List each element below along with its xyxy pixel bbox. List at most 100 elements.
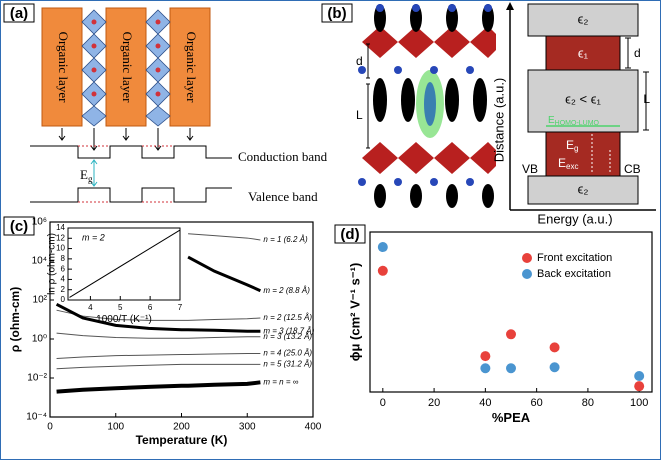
x-tick-label: 400	[305, 422, 322, 433]
eps-label: ϵ₂ < ϵ₁	[565, 91, 601, 106]
point	[506, 329, 516, 340]
y-tick-label: 4	[61, 275, 66, 284]
point	[377, 242, 388, 253]
legend-label: Front excitation	[537, 252, 612, 264]
point	[480, 363, 491, 374]
vb-label: VB	[522, 162, 538, 176]
organic-layer-label: Organic layer	[56, 32, 71, 104]
y-tick-label: 10⁴	[32, 256, 47, 267]
line-series	[56, 309, 261, 321]
gap-subscript: g	[574, 144, 578, 153]
conduction-band	[30, 145, 232, 159]
series-label: m = 3 (18.7 Å)	[263, 326, 314, 335]
organic-layer	[105, 7, 147, 127]
chart: (d) 0 20 40 60 80 100 %PEA ϕμ (cm² V⁻¹ s⁻¹) Front…	[334, 224, 653, 425]
eps-label: ϵ₂	[578, 181, 589, 196]
panel-label: (c)	[10, 218, 28, 235]
y-tick-label: 2	[61, 285, 66, 294]
x-tick-label: 0	[380, 397, 386, 409]
line-series	[56, 353, 261, 359]
line-series	[56, 363, 261, 370]
crystal-structure	[358, 4, 496, 208]
x-tick-label: 6	[148, 303, 153, 312]
y-axis-label: ρ (ohm-cm)	[8, 287, 22, 352]
series-label: n = 3 (13.2 Å)	[263, 332, 312, 341]
well-region	[545, 35, 621, 71]
y-tick-label: 10⁻²	[27, 373, 47, 384]
y-tick-label: 10⁶	[32, 217, 47, 228]
dimension-marks	[625, 37, 649, 131]
barrier-l: L	[643, 92, 650, 106]
y-tick-label: 6	[61, 264, 66, 273]
line-series	[56, 332, 261, 339]
x-axis-label: 1000/T (K⁻¹)	[96, 314, 152, 325]
y-tick-label: 8	[61, 254, 66, 263]
well-d: d	[634, 46, 641, 60]
x-tick-label: 200	[173, 422, 190, 433]
eps-label: ϵ₁	[578, 45, 589, 60]
series-label: n = 5 (31.2 Å)	[263, 359, 312, 368]
point	[549, 362, 560, 373]
point	[634, 371, 645, 381]
gap-label: Eg	[80, 167, 93, 184]
point	[549, 342, 560, 353]
cb-label: CB	[624, 162, 641, 176]
line-series	[56, 380, 261, 394]
y-axis-label: ln ρ (ohm-cm)	[47, 233, 58, 295]
homo-lumo-subscript: HOMO-LUMO	[555, 120, 600, 127]
y-tick-label: 12	[56, 233, 65, 242]
legend-marker	[522, 269, 532, 279]
gap-symbol: E	[566, 138, 574, 152]
gap-label: Eg	[566, 138, 578, 153]
eps-label: ϵ₂	[578, 11, 589, 26]
y-tick-label: 10	[56, 244, 65, 253]
annotation: m = 2	[82, 232, 105, 242]
x-tick-label: 7	[178, 303, 183, 312]
x-tick-label: 4	[88, 303, 93, 312]
panel-label: (b)	[327, 5, 346, 22]
atoms	[91, 19, 161, 97]
organic-layer-label: Organic layer	[184, 32, 199, 104]
panel-b: (b) d L Distance (a.u.) E	[321, 2, 656, 226]
series-label: n = 1 (6.2 Å)	[263, 235, 308, 244]
y-tick-label: 14	[56, 223, 65, 232]
conduction-band-label: Conduction band	[238, 149, 328, 164]
dimension-marks	[366, 43, 370, 149]
line-series	[55, 302, 261, 333]
panel-label-box	[3, 216, 35, 236]
valence-band	[30, 187, 232, 203]
structure-l: L	[356, 108, 363, 122]
structure-d: d	[356, 54, 363, 68]
x-tick-label: 100	[107, 422, 124, 433]
exciton-label: Eexc	[558, 156, 578, 171]
organic-layer	[41, 7, 83, 127]
barrier-region	[527, 175, 639, 205]
homo-lumo-label: EHOMO-LUMO	[548, 115, 600, 127]
exciton-subscript: exc	[566, 162, 578, 171]
line-series	[69, 229, 181, 298]
legend-marker	[522, 253, 532, 263]
line-series	[188, 233, 261, 241]
point	[480, 351, 491, 362]
panel-label-box	[321, 3, 353, 23]
gap-arrows	[591, 134, 611, 174]
point	[377, 265, 388, 276]
x-axis-label: %PEA	[492, 410, 531, 425]
x-tick-label: 60	[531, 397, 543, 409]
gap-arrow	[90, 159, 98, 187]
series-label: m = 2 (8.8 Å)	[263, 286, 310, 295]
valence-band-label: Valence band	[248, 189, 318, 204]
arrow-head	[506, 2, 514, 10]
x-tick-label: 20	[428, 397, 440, 409]
series-label: n = 2 (12.5 Å)	[263, 313, 312, 322]
arrows	[58, 128, 194, 151]
organic-layer-label: Organic layer	[120, 32, 135, 104]
b-y-label: Distance (a.u.)	[491, 78, 506, 163]
y-tick-label: 10⁰	[32, 334, 47, 345]
legend-label: Back excitation	[537, 268, 611, 280]
panel-label: (d)	[340, 226, 359, 243]
y-tick-label: 10⁻⁴	[26, 412, 47, 423]
x-tick-label: 5	[118, 303, 123, 312]
gap-subscript: g	[88, 174, 93, 184]
